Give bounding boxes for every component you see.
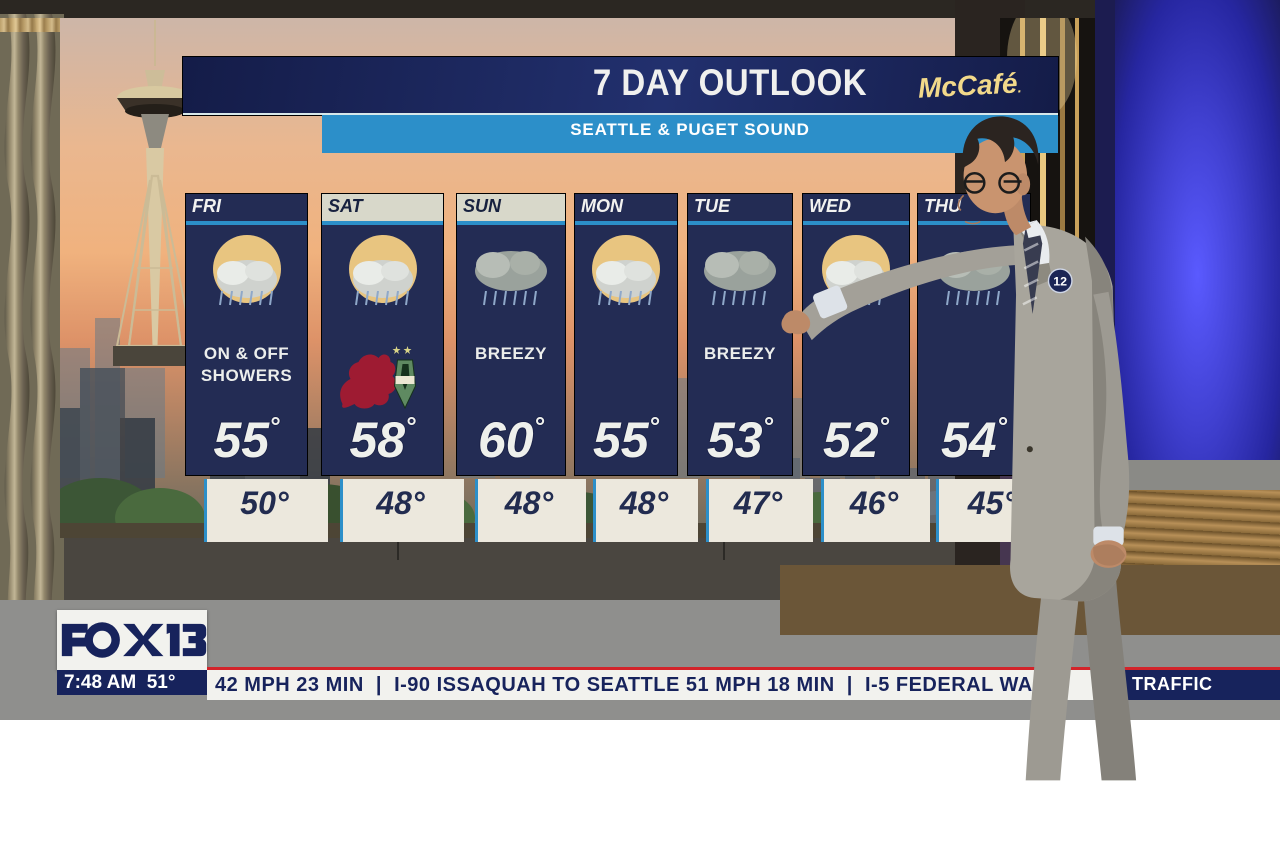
svg-text:12: 12 [1053,275,1067,289]
